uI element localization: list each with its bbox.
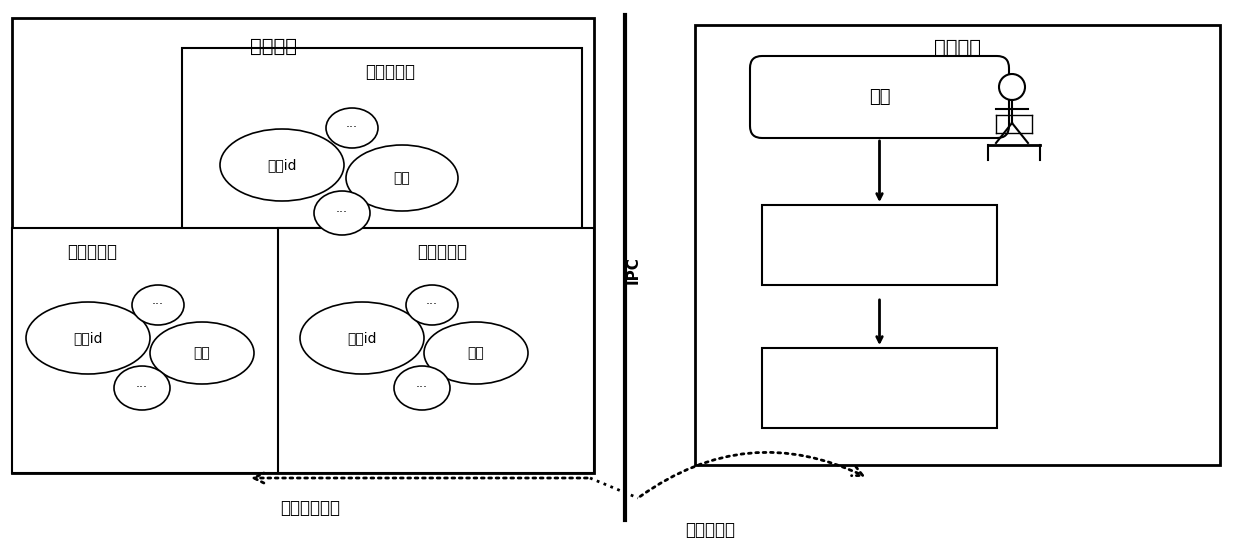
Text: 虚通道对象: 虚通道对象 bbox=[365, 63, 415, 81]
FancyArrowPatch shape bbox=[640, 452, 863, 496]
Text: 虚通道管理器: 虚通道管理器 bbox=[280, 499, 340, 517]
Ellipse shape bbox=[300, 302, 424, 374]
Text: IPC: IPC bbox=[625, 256, 641, 284]
Ellipse shape bbox=[114, 366, 170, 410]
Text: 虚通道对象: 虚通道对象 bbox=[684, 521, 735, 539]
Text: ···: ··· bbox=[346, 122, 358, 134]
Bar bbox=[763, 205, 997, 285]
Text: 虚通道对象: 虚通道对象 bbox=[67, 243, 117, 261]
Bar bbox=[763, 348, 997, 428]
Text: 状态: 状态 bbox=[193, 346, 211, 360]
Text: 状态: 状态 bbox=[467, 346, 485, 360]
Text: ···: ··· bbox=[415, 381, 428, 395]
Text: 状态: 状态 bbox=[393, 171, 410, 185]
Bar bbox=[278, 228, 594, 473]
Ellipse shape bbox=[326, 108, 378, 148]
Text: 对象id: 对象id bbox=[268, 158, 296, 172]
Ellipse shape bbox=[314, 191, 370, 235]
Text: ···: ··· bbox=[136, 381, 148, 395]
Ellipse shape bbox=[999, 74, 1025, 100]
FancyArrowPatch shape bbox=[254, 473, 588, 483]
Ellipse shape bbox=[394, 366, 450, 410]
Text: ···: ··· bbox=[336, 206, 348, 219]
Text: 物理通道: 物理通道 bbox=[250, 37, 298, 56]
FancyBboxPatch shape bbox=[750, 56, 1009, 138]
Bar bbox=[12, 18, 594, 473]
Bar bbox=[12, 228, 322, 473]
Bar bbox=[694, 25, 1220, 465]
Ellipse shape bbox=[150, 322, 254, 384]
Text: 对象id: 对象id bbox=[347, 331, 377, 345]
Bar bbox=[182, 48, 582, 263]
Text: ···: ··· bbox=[153, 299, 164, 311]
Ellipse shape bbox=[346, 145, 458, 211]
Text: ···: ··· bbox=[427, 299, 438, 311]
Ellipse shape bbox=[424, 322, 528, 384]
Ellipse shape bbox=[131, 285, 184, 325]
Ellipse shape bbox=[405, 285, 458, 325]
Ellipse shape bbox=[219, 129, 343, 201]
Text: 虚通道对象: 虚通道对象 bbox=[418, 243, 467, 261]
Text: 对象id: 对象id bbox=[73, 331, 103, 345]
Text: 开始: 开始 bbox=[869, 88, 890, 106]
Text: 业务处理: 业务处理 bbox=[934, 38, 981, 57]
Ellipse shape bbox=[26, 302, 150, 374]
